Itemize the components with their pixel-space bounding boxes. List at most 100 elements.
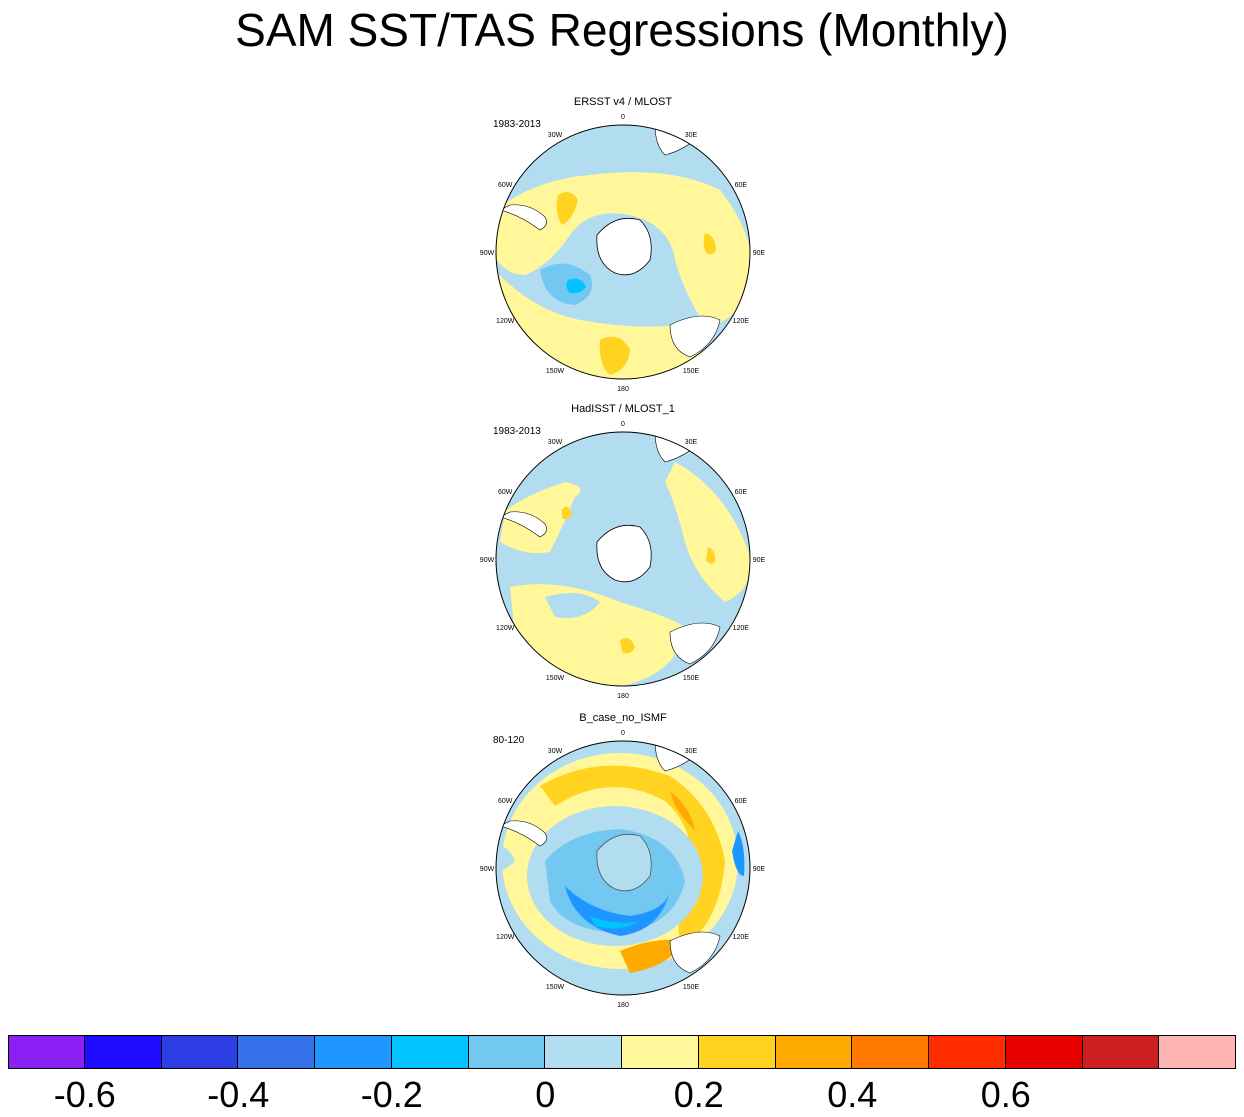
polar-map: 0 30E 60E 90E 120E 150E 180 150W 120W 90W 60W 30W xyxy=(480,730,766,1007)
colorbar-box xyxy=(315,1035,392,1069)
positive-anomaly-core xyxy=(556,191,578,225)
panel-period: 80-120 xyxy=(493,735,525,746)
positive-anomaly-core xyxy=(620,939,685,973)
panel-title: B_case_no_ISMF xyxy=(579,712,667,724)
colorbar-label: 0.2 xyxy=(673,1074,724,1115)
longitude-label: 90W xyxy=(480,557,495,564)
longitude-label: 150W xyxy=(546,675,565,682)
antarctica-land xyxy=(596,833,652,892)
colorbar-label: -0.4 xyxy=(207,1074,270,1115)
positive-anomaly-core xyxy=(562,506,572,520)
map-panel-hadisst: HadISST / MLOST_1 1983-2013 0 30E 60E 90E 12… xyxy=(470,402,776,698)
negative-anomaly-core xyxy=(732,831,745,876)
longitude-label: 90E xyxy=(753,250,766,257)
longitude-label: 120W xyxy=(496,318,515,325)
south-america-land xyxy=(499,204,547,231)
colorbar xyxy=(8,1035,1236,1069)
longitude-label: 60E xyxy=(735,798,748,805)
longitude-label: 90E xyxy=(753,557,766,564)
panel-period: 1983-2013 xyxy=(493,426,541,437)
map-boundary xyxy=(495,431,751,687)
colorbar-box xyxy=(1082,1035,1160,1069)
longitude-label: 30W xyxy=(548,748,563,755)
colorbar-box xyxy=(545,1035,622,1069)
longitude-label: 60W xyxy=(498,182,513,189)
longitude-label: 150W xyxy=(546,984,565,991)
longitude-label: 180 xyxy=(617,693,629,698)
positive-anomaly-core xyxy=(620,638,635,654)
colorbar-box xyxy=(8,1035,85,1069)
longitude-label: 30W xyxy=(548,132,563,139)
colorbar-box xyxy=(775,1035,853,1069)
figure-title: SAM SST/TAS Regressions (Monthly) xyxy=(235,4,1009,56)
positive-anomaly-region xyxy=(496,172,750,325)
longitude-label: 150W xyxy=(546,368,565,375)
colorbar-label: 0.4 xyxy=(827,1074,878,1115)
panel-title: HadISST / MLOST_1 xyxy=(571,403,675,415)
longitude-label: 0 xyxy=(621,421,625,428)
negative-anomaly-region xyxy=(545,593,600,618)
colorbar-box xyxy=(84,1035,162,1069)
colorbar-label: 0.6 xyxy=(980,1074,1031,1115)
colorbar-box xyxy=(698,1035,776,1069)
longitude-label: 30W xyxy=(548,439,563,446)
longitude-label: 30E xyxy=(685,439,698,446)
panel-period: 1983-2013 xyxy=(493,119,541,130)
longitude-label: 150E xyxy=(683,984,700,991)
longitude-label: 150E xyxy=(683,675,700,682)
longitude-label: 0 xyxy=(621,114,625,121)
longitude-label: 90E xyxy=(753,866,766,873)
positive-anomaly-core xyxy=(703,233,716,255)
antarctica-land xyxy=(596,524,652,583)
longitude-label: 120W xyxy=(496,625,515,632)
colorbar-box xyxy=(929,1035,1006,1069)
australia-land xyxy=(669,622,721,665)
longitude-label: 180 xyxy=(617,1002,629,1007)
australia-land xyxy=(669,931,721,974)
colorbar-box xyxy=(622,1035,699,1069)
colorbar-label: -0.2 xyxy=(360,1074,423,1115)
antarctica-land xyxy=(596,217,652,276)
longitude-label: 60W xyxy=(498,489,513,496)
colorbar-box xyxy=(852,1035,929,1069)
colorbar-box xyxy=(468,1035,546,1069)
australia-land xyxy=(669,315,721,358)
south-america-land xyxy=(499,511,547,538)
longitude-label: 120W xyxy=(496,934,515,941)
colorbar-box xyxy=(1159,1035,1236,1069)
longitude-label: 120E xyxy=(733,934,750,941)
colorbar-box xyxy=(238,1035,315,1069)
positive-anomaly-core xyxy=(599,336,630,375)
longitude-label: 0 xyxy=(621,730,625,737)
map-boundary xyxy=(495,740,751,996)
polar-map: 0 30E 60E 90E 120E 150E 180 150W 120W 90W 60W 30W xyxy=(480,114,766,391)
colorbar-box xyxy=(391,1035,469,1069)
longitude-label: 30E xyxy=(685,748,698,755)
longitude-label: 120E xyxy=(733,318,750,325)
map-panel-ersst: ERSST v4 / MLOST 1983-2013 0 30E 60E 90E 120… xyxy=(470,95,776,391)
negative-anomaly-region xyxy=(540,263,593,305)
negative-anomaly-core xyxy=(566,278,586,294)
colorbar-label: 0 xyxy=(535,1074,556,1115)
colorbar-label: -0.6 xyxy=(53,1074,116,1115)
negative-anomaly-core xyxy=(565,886,670,936)
longitude-label: 180 xyxy=(617,386,629,391)
longitude-label: 90W xyxy=(480,866,495,873)
longitude-label: 90W xyxy=(480,250,495,257)
south-america-land xyxy=(499,820,547,847)
positive-anomaly-core xyxy=(706,547,716,564)
positive-anomaly-region xyxy=(665,462,750,602)
colorbar-box xyxy=(161,1035,239,1069)
map-boundary xyxy=(495,124,751,380)
map-panel-b-case: B_case_no_ISMF 80-120 0 30E 60E 90E 120E 150E… xyxy=(470,711,776,1007)
longitude-label: 60E xyxy=(735,489,748,496)
positive-anomaly-core xyxy=(670,791,695,831)
negative-anomaly-core xyxy=(590,916,640,929)
negative-anomaly-region xyxy=(496,841,515,873)
longitude-label: 60E xyxy=(735,182,748,189)
panel-title: ERSST v4 / MLOST xyxy=(573,96,673,108)
polar-map: 0 30E 60E 90E 120E 150E 180 150W 120W 90W 60W 30W xyxy=(480,421,766,698)
longitude-label: 120E xyxy=(733,625,750,632)
longitude-label: 150E xyxy=(683,368,700,375)
colorbar-box xyxy=(1005,1035,1083,1069)
